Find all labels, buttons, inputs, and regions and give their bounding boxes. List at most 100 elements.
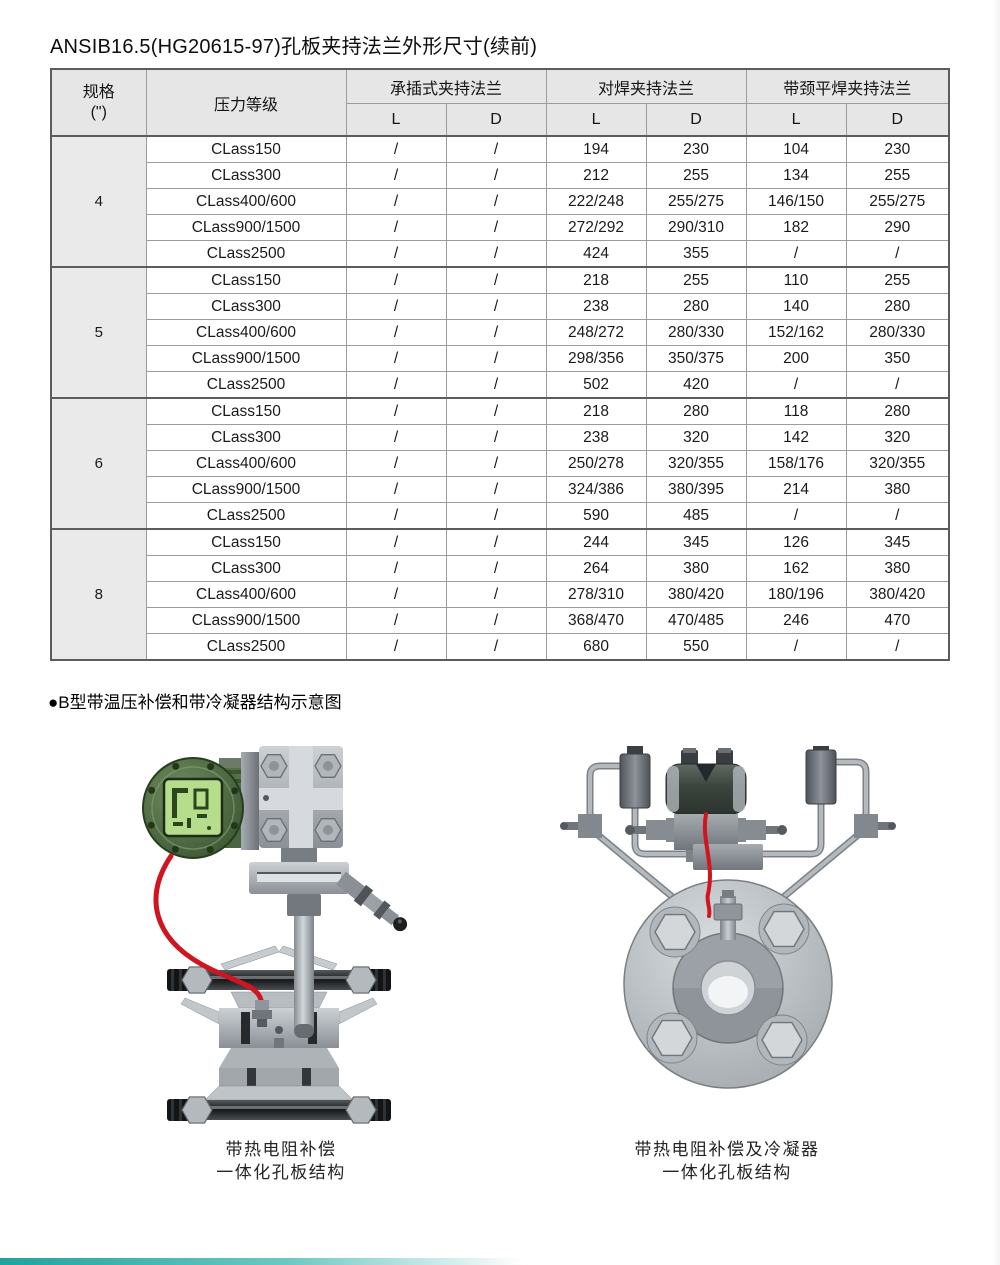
col-header-D: D <box>445 103 547 137</box>
dimension-cell: / <box>445 266 547 294</box>
dimension-cell: 218 <box>545 397 647 425</box>
dimension-cell: 290 <box>845 214 950 241</box>
dimension-cell: 350 <box>845 345 950 372</box>
dimension-cell: 350/375 <box>645 345 747 372</box>
dimension-cell: 126 <box>745 528 847 556</box>
flange <box>623 879 833 1089</box>
size-cell: 5 <box>50 266 147 399</box>
dimension-cell: / <box>445 424 547 451</box>
size-cell: 8 <box>50 528 147 661</box>
transmitter-cylinder <box>665 748 747 815</box>
dimension-cell: 320 <box>845 424 950 451</box>
figure1-caption-line2: 一体化孔板结构 <box>216 1162 346 1182</box>
vertical-stem <box>286 894 321 1038</box>
pressure-class-cell: CLass150 <box>145 266 347 294</box>
dimension-cell: 134 <box>745 162 847 189</box>
dimension-cell: 238 <box>545 293 647 320</box>
dimension-cell: 162 <box>745 555 847 582</box>
dimension-cell: 324/386 <box>545 476 647 503</box>
pressure-class-cell: CLass150 <box>145 528 347 556</box>
dimension-cell: / <box>445 214 547 241</box>
page-title: ANSIB16.5(HG20615-97)孔板夹持法兰外形尺寸(续前) <box>50 36 538 58</box>
pressure-class-cell: CLass900/1500 <box>145 476 347 503</box>
figure-rtd-orifice: 带热电阻补偿 一体化孔板结构 <box>125 746 437 1185</box>
dimension-cell: 158/176 <box>745 450 847 477</box>
dimension-cell: / <box>345 266 447 294</box>
dimension-cell: 255 <box>845 266 950 294</box>
dimension-cell: 345 <box>645 528 747 556</box>
dimension-cell: 485 <box>645 502 747 530</box>
dimension-cell: / <box>345 633 447 661</box>
table-row: CLass900/1500//324/386 380/395 214 380 <box>51 476 950 503</box>
dimension-cell: / <box>345 240 447 268</box>
pressure-class-cell: CLass150 <box>145 397 347 425</box>
dimension-cell: 152/162 <box>745 319 847 346</box>
dimension-cell: / <box>345 555 447 582</box>
dimension-cell: 244 <box>545 528 647 556</box>
dimension-cell: 320/355 <box>845 450 950 477</box>
table-row: CLass400/600//222/248 255/275 146/150 255/2… <box>51 188 950 215</box>
dimension-cell: 194 <box>545 135 647 163</box>
pressure-class-cell: CLass900/1500 <box>145 607 347 634</box>
dimension-cell: 298/356 <box>545 345 647 372</box>
table-row: CLass2500//680 550// <box>51 633 950 661</box>
col-header-L: L <box>545 103 647 137</box>
dimension-cell: 222/248 <box>545 188 647 215</box>
dimension-cell: / <box>345 607 447 634</box>
pressure-class-cell: CLass400/600 <box>145 450 347 477</box>
table-row: CLass400/600//248/272 280/330 152/162 280/3… <box>51 319 950 346</box>
dimension-cell: 110 <box>745 266 847 294</box>
dimension-cell: / <box>845 633 950 661</box>
dimension-cell: / <box>445 371 547 399</box>
dimension-cell: 380 <box>845 555 950 582</box>
dimension-cell: 230 <box>645 135 747 163</box>
dimension-cell: 180/196 <box>745 581 847 608</box>
dimension-cell: 255/275 <box>645 188 747 215</box>
table-row: CLass900/1500//368/470 470/485 246 470 <box>51 607 950 634</box>
dimension-cell: / <box>445 528 547 556</box>
condenser-pot-left <box>619 746 651 809</box>
page-bottom-accent-bar <box>0 1258 524 1265</box>
pressure-class-cell: CLass150 <box>145 135 347 163</box>
dimension-cell: / <box>445 450 547 477</box>
col-header-L: L <box>745 103 847 137</box>
dimension-cell: / <box>345 345 447 372</box>
dimension-cell: 255/275 <box>845 188 950 215</box>
dimension-cell: 255 <box>645 266 747 294</box>
temperature-probe-fitting <box>335 871 407 932</box>
table-row: CLass2500//590 485// <box>51 502 950 530</box>
table-row: CLass300//238 280 140 280 <box>51 293 950 320</box>
col-header-D: D <box>845 103 950 137</box>
display-housing <box>141 757 244 859</box>
dimension-cell: 280/330 <box>845 319 950 346</box>
dimension-cell: 380/420 <box>645 581 747 608</box>
dimension-cell: 320 <box>645 424 747 451</box>
dimension-cell: / <box>445 345 547 372</box>
dimension-cell: / <box>445 502 547 530</box>
dimension-cell: / <box>745 240 847 268</box>
spec-label-line2: (") <box>90 103 107 121</box>
dimension-cell: / <box>745 502 847 530</box>
pressure-class-cell: CLass300 <box>145 424 347 451</box>
table-row: CLass400/600//250/278 320/355 158/176 320/3… <box>51 450 950 477</box>
dimension-cell: / <box>445 188 547 215</box>
dimension-cell: 424 <box>545 240 647 268</box>
dimension-cell: 380 <box>645 555 747 582</box>
table-row: 4 CLass150//194 230 104 230 <box>50 135 950 268</box>
flange-riser <box>713 890 743 940</box>
dimension-cell: 470 <box>845 607 950 634</box>
table-row: 6 CLass150//218 280 118 280 <box>50 397 950 530</box>
dimension-cell: / <box>445 293 547 320</box>
root-valve-right <box>854 814 896 838</box>
dimension-cell: 230 <box>845 135 950 163</box>
pressure-class-cell: CLass300 <box>145 162 347 189</box>
dimension-cell: / <box>345 424 447 451</box>
dimension-cell: / <box>445 397 547 425</box>
dimension-cell: 420 <box>645 371 747 399</box>
dimension-cell: / <box>845 240 950 268</box>
dimension-cell: 264 <box>545 555 647 582</box>
pressure-class-cell: CLass900/1500 <box>145 345 347 372</box>
dimension-cell: 146/150 <box>745 188 847 215</box>
size-cell: 6 <box>50 397 147 530</box>
